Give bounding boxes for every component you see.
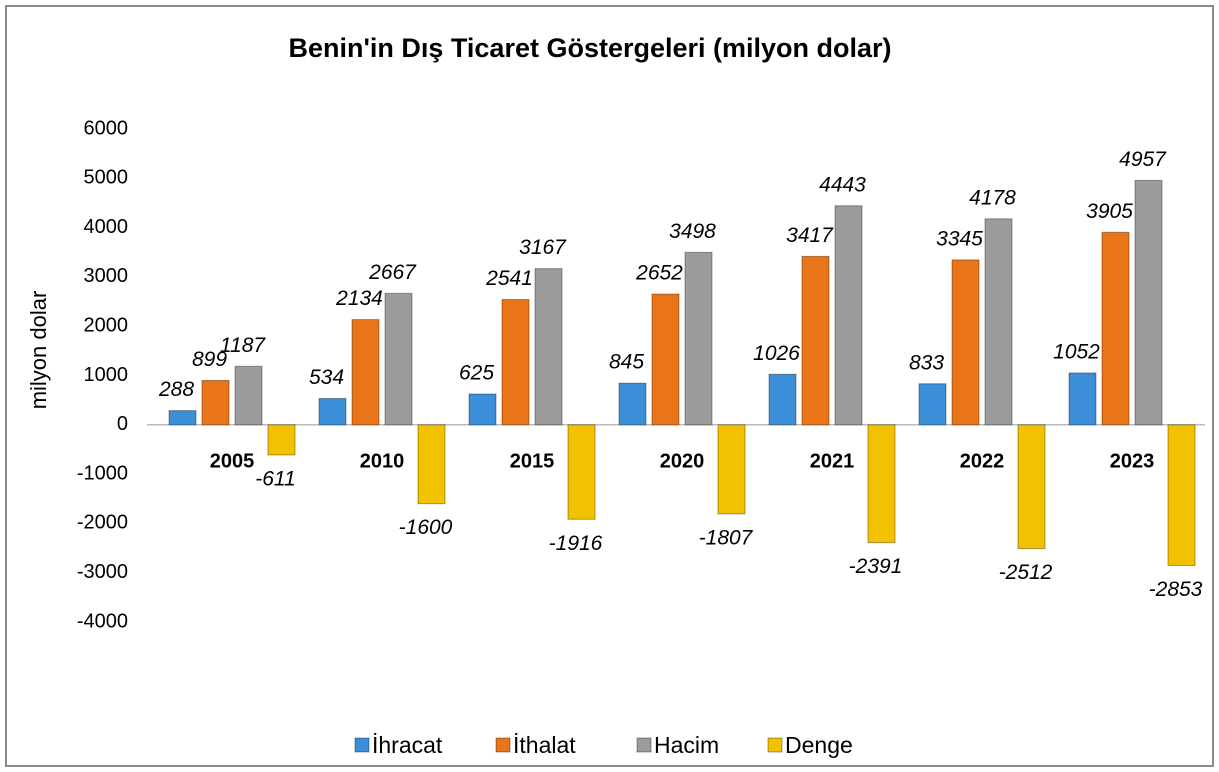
bar xyxy=(651,293,680,426)
bar xyxy=(768,373,797,426)
legend-label: Hacim xyxy=(654,732,719,758)
bar xyxy=(867,424,896,544)
x-tick-label: 2021 xyxy=(810,450,855,472)
data-label: 3167 xyxy=(519,236,567,259)
legend-label: İhracat xyxy=(372,732,443,758)
data-label: 625 xyxy=(459,362,494,385)
data-label: 2652 xyxy=(635,262,683,285)
legend-label: Denge xyxy=(785,732,853,758)
data-label: 4443 xyxy=(819,173,866,196)
y-axis-title: milyon dolar xyxy=(26,291,51,410)
data-label: 1052 xyxy=(1053,340,1100,363)
bar xyxy=(618,382,647,426)
bar xyxy=(1068,372,1097,426)
data-label: 833 xyxy=(909,351,944,374)
bar xyxy=(918,383,947,426)
x-tick-label: 2022 xyxy=(960,450,1005,472)
legend-swatch xyxy=(636,737,652,753)
y-tick-label: 2000 xyxy=(84,314,129,336)
data-label: 2134 xyxy=(335,287,383,310)
bar xyxy=(267,424,296,456)
legend-swatch xyxy=(495,737,511,753)
y-tick-label: -1000 xyxy=(77,462,128,484)
data-label: 288 xyxy=(158,378,194,401)
legend-label: İthalat xyxy=(513,732,576,758)
data-label: -1916 xyxy=(549,532,603,555)
bar xyxy=(984,218,1013,426)
legend-swatch xyxy=(354,737,370,753)
bar xyxy=(834,205,863,426)
y-tick-label: -3000 xyxy=(77,561,128,583)
y-tick-label: -2000 xyxy=(77,512,128,534)
data-label: -2391 xyxy=(849,555,903,578)
data-label: 1187 xyxy=(220,334,266,357)
x-tick-label: 2023 xyxy=(1110,450,1155,472)
data-label: 845 xyxy=(609,351,644,374)
data-label: 4178 xyxy=(969,186,1016,209)
bar xyxy=(1101,231,1130,426)
y-tick-label: 6000 xyxy=(84,117,129,139)
chart-title: Benin'in Dış Ticaret Göstergeleri (milyo… xyxy=(288,33,891,63)
bar xyxy=(1017,424,1046,550)
bar xyxy=(534,268,563,426)
x-tick-label: 2020 xyxy=(660,450,705,472)
data-label: 4957 xyxy=(1119,148,1167,171)
data-label: -2512 xyxy=(999,561,1053,584)
bar xyxy=(168,410,197,426)
bar xyxy=(234,365,263,426)
data-label: 3498 xyxy=(669,220,716,243)
data-label: 3345 xyxy=(936,227,983,250)
y-tick-label: 1000 xyxy=(84,364,129,386)
bar xyxy=(717,424,746,515)
bar xyxy=(501,299,530,426)
y-tick-label: 4000 xyxy=(84,216,129,238)
y-tick-label: 0 xyxy=(117,413,128,435)
y-tick-label: 5000 xyxy=(84,167,129,189)
y-tick-label: 3000 xyxy=(84,265,129,287)
bar xyxy=(684,251,713,426)
y-tick-label: -4000 xyxy=(77,610,128,632)
data-label: -1807 xyxy=(699,526,754,549)
x-tick-label: 2010 xyxy=(360,450,405,472)
data-label: 534 xyxy=(309,366,344,389)
legend-swatch xyxy=(767,737,783,753)
bar xyxy=(1134,179,1163,426)
data-label: 3905 xyxy=(1086,200,1133,223)
bar xyxy=(318,397,347,426)
data-label: -2853 xyxy=(1149,578,1203,601)
data-label: -1600 xyxy=(399,516,453,539)
bar xyxy=(384,292,413,426)
x-tick-label: 2015 xyxy=(510,450,555,472)
data-label: 3417 xyxy=(786,224,834,247)
bar xyxy=(468,393,497,426)
data-label: -611 xyxy=(255,467,295,490)
bar xyxy=(201,379,230,426)
bar xyxy=(567,424,596,520)
bar xyxy=(417,424,446,505)
data-label: 2667 xyxy=(368,261,417,284)
data-label: 899 xyxy=(192,348,227,371)
data-label: 1026 xyxy=(753,342,800,365)
data-label: 2541 xyxy=(485,267,533,290)
bar xyxy=(801,255,830,426)
bar xyxy=(351,319,380,426)
bar xyxy=(1167,424,1196,566)
bar xyxy=(951,259,980,426)
x-tick-label: 2005 xyxy=(210,450,255,472)
